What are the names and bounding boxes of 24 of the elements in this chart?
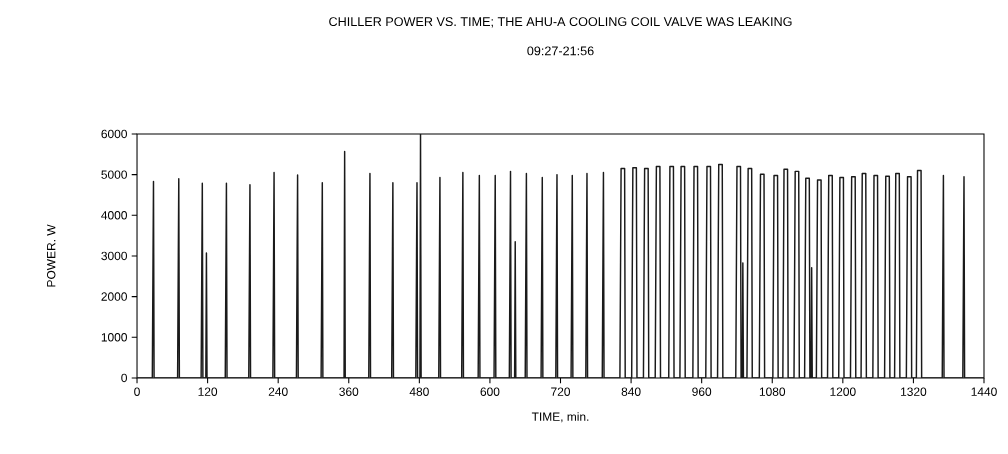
x-tick-label: 600 [480, 387, 500, 397]
y-tick-label: 5000 [101, 170, 127, 179]
x-tick-label: 240 [268, 387, 288, 397]
x-tick-label: 960 [692, 387, 712, 397]
x-tick-label: 720 [551, 387, 571, 397]
x-tick-label: 1440 [971, 387, 997, 397]
y-tick-label: 4000 [101, 211, 127, 220]
y-tick-label: 1000 [101, 333, 127, 342]
y-tick-label: 6000 [101, 129, 127, 139]
x-tick-label: 840 [621, 387, 641, 397]
y-tick-label: 0 [121, 373, 127, 383]
chart-title: CHILLER POWER VS. TIME; THE AHU-A COOLING COIL VALVE WAS LEAKING [329, 17, 792, 28]
x-tick-label: 1080 [759, 387, 786, 397]
x-tick-label: 0 [134, 387, 140, 397]
chart-subtitle: 09:27-21:56 [527, 46, 594, 56]
x-tick-label: 360 [339, 387, 359, 397]
x-tick-label: 1320 [901, 387, 927, 397]
y-tick-label: 3000 [101, 251, 127, 261]
x-tick-label: 1200 [830, 387, 856, 397]
x-tick-label: 120 [198, 387, 218, 397]
y-tick-label: 2000 [101, 292, 127, 301]
x-tick-label: 480 [409, 387, 429, 397]
x-axis-title: TIME, min. [531, 412, 589, 423]
y-axis-title: POWER. W [46, 224, 56, 287]
